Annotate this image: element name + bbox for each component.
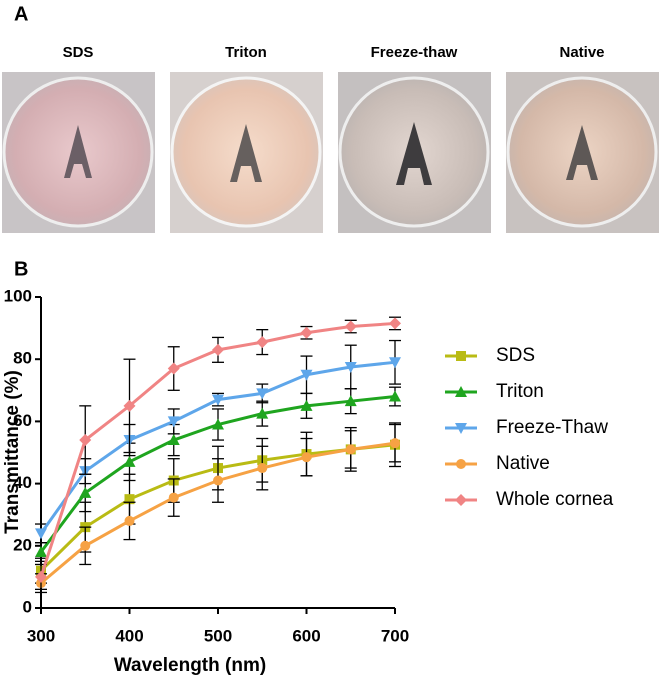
x-tick-label: 500 bbox=[204, 626, 232, 645]
marker bbox=[256, 407, 269, 419]
photo bbox=[2, 72, 155, 233]
marker bbox=[300, 326, 313, 339]
marker bbox=[390, 438, 400, 449]
marker bbox=[300, 369, 313, 381]
marker bbox=[389, 390, 401, 402]
y-tick-label: 0 bbox=[23, 597, 32, 616]
series bbox=[35, 339, 401, 544]
y-tick-label: 60 bbox=[13, 411, 32, 430]
x-tick-label: 600 bbox=[292, 626, 320, 645]
marker bbox=[456, 459, 466, 469]
y-tick-label: 20 bbox=[13, 535, 32, 554]
legend-label: Whole cornea bbox=[496, 489, 614, 510]
photo-label: SDS bbox=[63, 44, 94, 61]
marker bbox=[123, 399, 136, 412]
marker bbox=[124, 494, 135, 505]
photo-label: Freeze-thaw bbox=[371, 44, 458, 61]
marker bbox=[213, 475, 223, 486]
marker bbox=[300, 399, 313, 411]
marker bbox=[79, 434, 92, 447]
legend-item: Triton bbox=[445, 381, 544, 402]
x-tick-label: 700 bbox=[381, 626, 409, 645]
marker bbox=[345, 444, 356, 455]
y-tick-label: 40 bbox=[13, 473, 32, 492]
y-axis-title: Transmittance (%) bbox=[2, 370, 23, 534]
marker bbox=[455, 494, 467, 506]
marker bbox=[167, 416, 180, 428]
marker bbox=[167, 434, 180, 446]
legend-label: Triton bbox=[496, 381, 544, 402]
photo bbox=[170, 72, 323, 233]
marker bbox=[167, 362, 180, 375]
marker bbox=[456, 351, 466, 361]
panel-label: B bbox=[14, 258, 28, 280]
marker bbox=[35, 570, 47, 583]
y-tick-label: 100 bbox=[4, 286, 32, 305]
marker bbox=[212, 343, 224, 356]
marker bbox=[257, 463, 268, 474]
marker bbox=[124, 515, 135, 526]
legend-item: Native bbox=[445, 453, 550, 474]
marker bbox=[455, 386, 467, 397]
legend-item: SDS bbox=[445, 345, 535, 366]
series bbox=[35, 316, 401, 590]
legend-label: Native bbox=[496, 453, 550, 474]
x-tick-label: 400 bbox=[115, 626, 143, 645]
marker bbox=[301, 452, 312, 463]
y-tick-label: 80 bbox=[13, 349, 32, 368]
legend-item: Freeze-Thaw bbox=[445, 417, 608, 438]
marker bbox=[389, 357, 401, 369]
marker bbox=[256, 388, 269, 400]
photo-label: Native bbox=[559, 44, 604, 61]
marker bbox=[123, 455, 136, 467]
marker bbox=[168, 492, 179, 503]
marker bbox=[80, 540, 91, 551]
panel-label: A bbox=[14, 3, 28, 25]
marker bbox=[256, 336, 269, 349]
photo-label: Triton bbox=[225, 44, 267, 61]
series bbox=[35, 423, 401, 594]
marker bbox=[79, 486, 92, 498]
legend-label: Freeze-Thaw bbox=[496, 417, 608, 438]
series bbox=[35, 422, 401, 584]
marker bbox=[389, 317, 401, 330]
photo bbox=[338, 72, 491, 233]
marker bbox=[35, 546, 47, 558]
marker bbox=[212, 394, 224, 406]
marker bbox=[212, 418, 224, 430]
marker bbox=[344, 320, 357, 333]
marker bbox=[344, 361, 357, 373]
legend-item: Whole cornea bbox=[445, 489, 614, 510]
x-tick-label: 300 bbox=[27, 626, 55, 645]
photo bbox=[506, 72, 659, 233]
marker bbox=[35, 528, 47, 540]
marker bbox=[455, 423, 467, 434]
x-axis-title: Wavelength (nm) bbox=[114, 655, 266, 676]
legend-label: SDS bbox=[496, 345, 535, 366]
marker bbox=[344, 395, 357, 407]
